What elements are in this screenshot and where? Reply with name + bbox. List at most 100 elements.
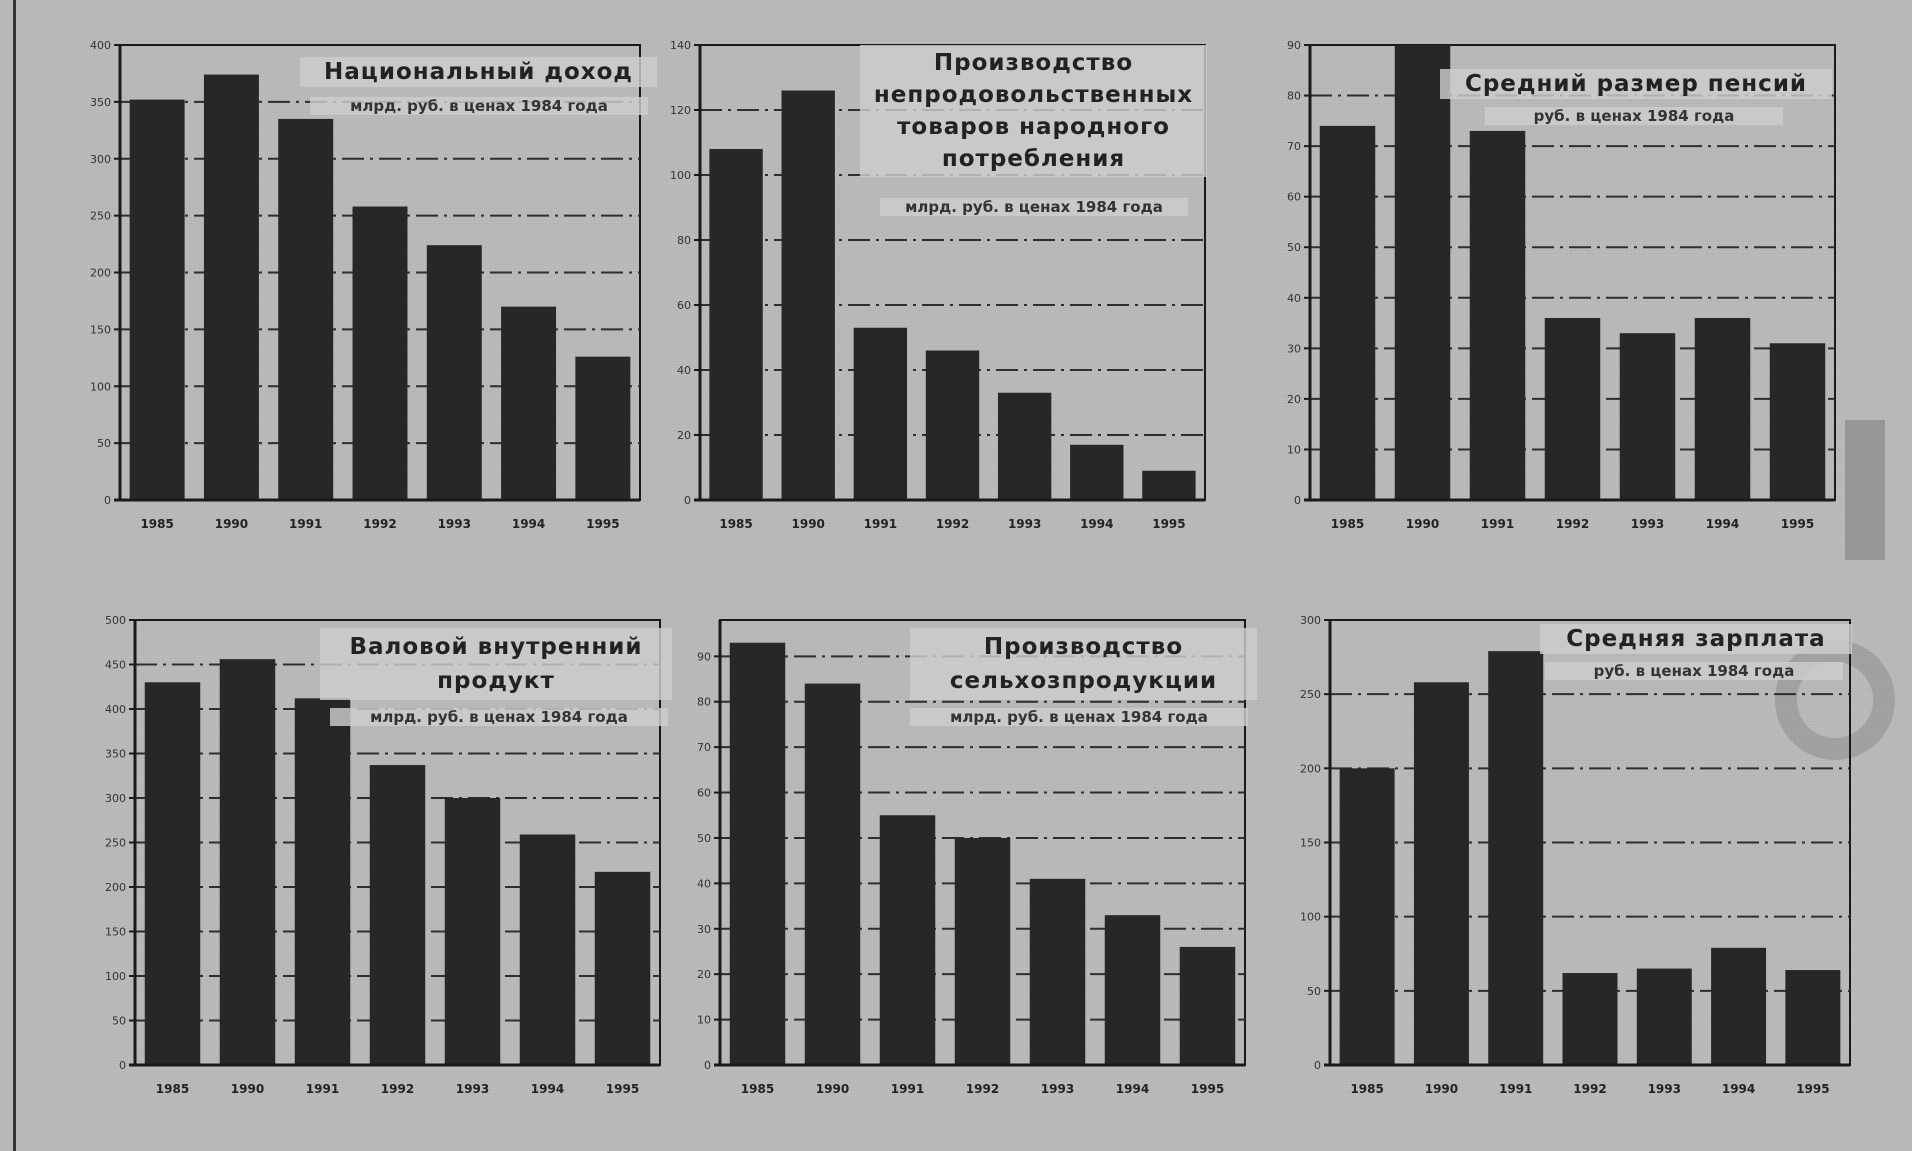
bar — [853, 327, 908, 500]
chart-panel-gdp: 0 50 100 150 200 250 300 350 400 450 500 1985 1990 19… — [90, 610, 680, 1145]
x-tick-label: 1985 — [156, 1082, 189, 1096]
y-tick-label: 60 — [1287, 191, 1301, 204]
chart-subtitle: млрд. руб. в ценах 1984 года — [910, 708, 1248, 726]
y-tick-label: 30 — [1287, 342, 1301, 355]
chart-pensions: 0 10 20 30 40 50 60 70 80 90 1985 1990 1991 1992 1993 1… — [1287, 39, 1836, 531]
y-tick-label: 250 — [1300, 688, 1321, 701]
x-tick-label: 1990 — [816, 1082, 849, 1096]
bar — [1711, 947, 1767, 1065]
x-tick-label: 1995 — [586, 517, 619, 531]
y-tick-label: 20 — [697, 968, 711, 981]
chart-subtitle: руб. в ценах 1984 года — [1485, 107, 1783, 125]
y-tick-label: 0 — [704, 1059, 711, 1072]
bar — [1544, 318, 1601, 500]
x-tick-label: 1991 — [1481, 517, 1514, 531]
y-tick-label: 200 — [90, 267, 111, 280]
y-tick-label: 100 — [90, 380, 111, 393]
y-tick-label: 0 — [119, 1059, 126, 1072]
x-tick-label: 1992 — [1573, 1082, 1606, 1096]
y-tick-label: 100 — [105, 970, 126, 983]
y-tick-label: 450 — [105, 659, 126, 672]
bar — [1769, 343, 1826, 500]
bar — [1029, 878, 1086, 1065]
chart-title: Национальный доход — [300, 57, 657, 87]
x-tick-label: 1993 — [438, 517, 471, 531]
chart-national-income: 0 50 100 150 200 250 300 350 400 1985 1990 1991 1992… — [90, 39, 641, 531]
y-tick-label: 150 — [1300, 837, 1321, 850]
x-tick-label: 1992 — [966, 1082, 999, 1096]
y-tick-label: 140 — [670, 39, 691, 52]
bar — [1619, 333, 1676, 500]
chart-title: Средняя зарплата — [1540, 624, 1852, 654]
y-tick-label: 50 — [1307, 985, 1321, 998]
bar — [1142, 470, 1196, 500]
x-tick-label: 1992 — [1556, 517, 1589, 531]
y-tick-label: 60 — [697, 787, 711, 800]
bar — [1319, 125, 1376, 500]
x-tick-label: 1993 — [1008, 517, 1041, 531]
x-tick-label: 1993 — [1631, 517, 1664, 531]
chart-panel-agriculture: 0 10 20 30 40 50 60 70 80 90 1985 1990 1991 1992 1993 1… — [675, 610, 1275, 1145]
bar — [219, 659, 276, 1065]
y-tick-label: 80 — [697, 696, 711, 709]
x-tick-label: 1994 — [1706, 517, 1739, 531]
x-tick-label: 1991 — [1499, 1082, 1532, 1096]
y-tick-label: 40 — [697, 877, 711, 890]
y-tick-label: 100 — [1300, 911, 1321, 924]
y-tick-label: 60 — [677, 299, 691, 312]
y-tick-label: 90 — [697, 650, 711, 663]
x-tick-label: 1990 — [1425, 1082, 1458, 1096]
bar — [129, 99, 185, 500]
chart-title: Производство непродовольственных товаров… — [860, 45, 1207, 177]
page-edge-rule — [13, 0, 16, 1151]
x-tick-label: 1994 — [512, 517, 545, 531]
bar — [1636, 968, 1692, 1065]
x-tick-label: 1985 — [140, 517, 173, 531]
x-tick-label: 1991 — [306, 1082, 339, 1096]
y-tick-label: 0 — [1314, 1059, 1321, 1072]
bleed-through-glyph — [1845, 420, 1885, 560]
bar — [997, 392, 1052, 500]
bar — [501, 306, 557, 500]
x-tick-label: 1991 — [891, 1082, 924, 1096]
chart-panel-pensions: 0 10 20 30 40 50 60 70 80 90 1985 1990 1991 1992 1993 1… — [1260, 35, 1865, 580]
bar — [1070, 444, 1124, 500]
chart-panel-national-income: 0 50 100 150 200 250 300 350 400 1985 1990 1991 1992… — [70, 35, 660, 580]
y-tick-label: 50 — [697, 832, 711, 845]
chart-agriculture: 0 10 20 30 40 50 60 70 80 90 1985 1990 1991 1992 1993 1… — [697, 619, 1246, 1096]
y-tick-label: 500 — [105, 614, 126, 627]
x-tick-label: 1992 — [381, 1082, 414, 1096]
x-tick-label: 1985 — [1331, 517, 1364, 531]
bar — [1179, 946, 1236, 1065]
chart-title: Валовой внутренний продукт — [320, 628, 672, 700]
y-tick-label: 50 — [1287, 241, 1301, 254]
chart-title: Средний размер пенсий — [1440, 69, 1832, 99]
x-tick-label: 1990 — [231, 1082, 264, 1096]
x-tick-label: 1992 — [363, 517, 396, 531]
bar — [925, 350, 980, 500]
bar — [444, 798, 501, 1065]
bar — [294, 698, 351, 1065]
y-tick-label: 300 — [1300, 614, 1321, 627]
chart-average-wage: 0 50 100 150 200 250 300 1985 1990 1991 1992 1993 19… — [1300, 614, 1851, 1096]
y-tick-label: 70 — [1287, 140, 1301, 153]
chart-gdp: 0 50 100 150 200 250 300 350 400 450 500 1985 1990 19… — [105, 614, 661, 1096]
y-tick-label: 400 — [105, 703, 126, 716]
chart-subtitle: млрд. руб. в ценах 1984 года — [880, 198, 1188, 216]
y-tick-label: 80 — [1287, 90, 1301, 103]
x-tick-label: 1994 — [1080, 517, 1113, 531]
y-tick-label: 300 — [105, 792, 126, 805]
y-tick-label: 100 — [670, 169, 691, 182]
bar — [203, 74, 259, 500]
x-tick-label: 1992 — [936, 517, 969, 531]
y-tick-label: 350 — [105, 748, 126, 761]
y-tick-label: 40 — [1287, 292, 1301, 305]
y-tick-label: 30 — [697, 923, 711, 936]
chart-subtitle: млрд. руб. в ценах 1984 года — [310, 97, 648, 115]
y-tick-label: 200 — [105, 881, 126, 894]
chart-panel-nonfood-goods: 0 20 40 60 80 100 120 140 1985 1990 1991 1992 1993 19… — [655, 35, 1235, 580]
y-tick-label: 400 — [90, 39, 111, 52]
bar — [1469, 130, 1526, 500]
bar — [1104, 915, 1161, 1065]
y-tick-label: 0 — [1294, 494, 1301, 507]
